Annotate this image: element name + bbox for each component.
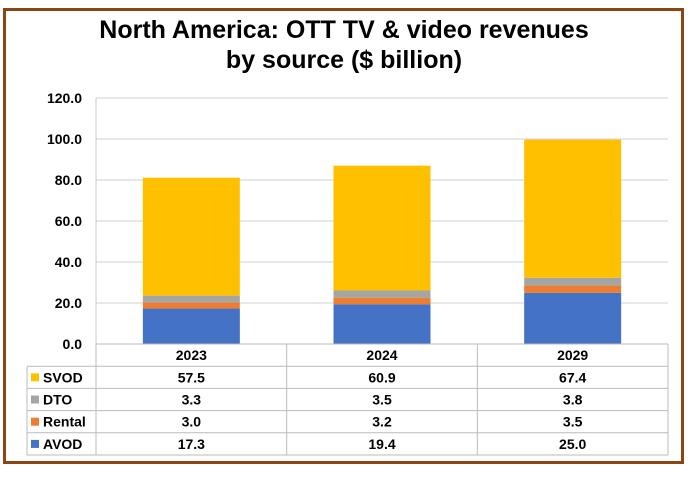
data-label: 57.5	[178, 369, 205, 385]
x-category-label: 2023	[176, 347, 207, 363]
data-label: 67.4	[559, 369, 586, 385]
legend-label: DTO	[43, 392, 72, 408]
bar-avod-2029	[524, 292, 622, 344]
y-tick-label: 20.0	[55, 295, 82, 311]
x-category-label: 2024	[366, 347, 397, 363]
y-tick-label: 100.0	[47, 131, 82, 147]
data-label: 25.0	[559, 436, 586, 452]
bar-dto-2023	[142, 295, 240, 303]
bar-rental-2023	[142, 302, 240, 309]
legend-key-rental	[31, 417, 39, 426]
data-label: 17.3	[178, 436, 205, 452]
bar-dto-2029	[524, 277, 622, 286]
x-category-label: 2029	[557, 347, 588, 363]
legend-label: SVOD	[43, 369, 83, 385]
data-label: 60.9	[368, 369, 395, 385]
bar-rental-2029	[524, 285, 622, 293]
legend-key-dto	[31, 395, 39, 404]
data-label: 3.0	[182, 414, 202, 430]
legend-key-avod	[31, 439, 39, 448]
bar-dto-2024	[333, 290, 431, 298]
bar-svod-2024	[333, 165, 431, 291]
y-tick-label: 80.0	[55, 172, 82, 188]
chart-title-line1: North America: OTT TV & video revenues	[99, 16, 589, 44]
y-tick-label: 0.0	[63, 336, 83, 352]
bar-avod-2024	[333, 304, 431, 344]
y-tick-label: 40.0	[55, 254, 82, 270]
data-label: 3.3	[182, 392, 202, 408]
legend-label: AVOD	[43, 436, 82, 452]
legend-key-svod	[31, 373, 39, 382]
chart-title-line2: by source ($ billion)	[225, 46, 463, 74]
legend-label: Rental	[43, 414, 86, 430]
data-label: 3.5	[563, 414, 583, 430]
data-label: 3.8	[563, 392, 583, 408]
data-label: 3.5	[372, 392, 392, 408]
bar-svod-2029	[524, 139, 622, 278]
data-label: 19.4	[368, 436, 395, 452]
data-label: 3.2	[372, 414, 392, 430]
bar-svod-2023	[142, 177, 240, 296]
y-tick-label: 120.0	[47, 90, 82, 106]
bar-rental-2024	[333, 297, 431, 305]
chart-title: North America: OTT TV & video revenues b…	[0, 15, 688, 75]
bar-avod-2023	[142, 308, 240, 344]
y-tick-label: 60.0	[55, 213, 82, 229]
